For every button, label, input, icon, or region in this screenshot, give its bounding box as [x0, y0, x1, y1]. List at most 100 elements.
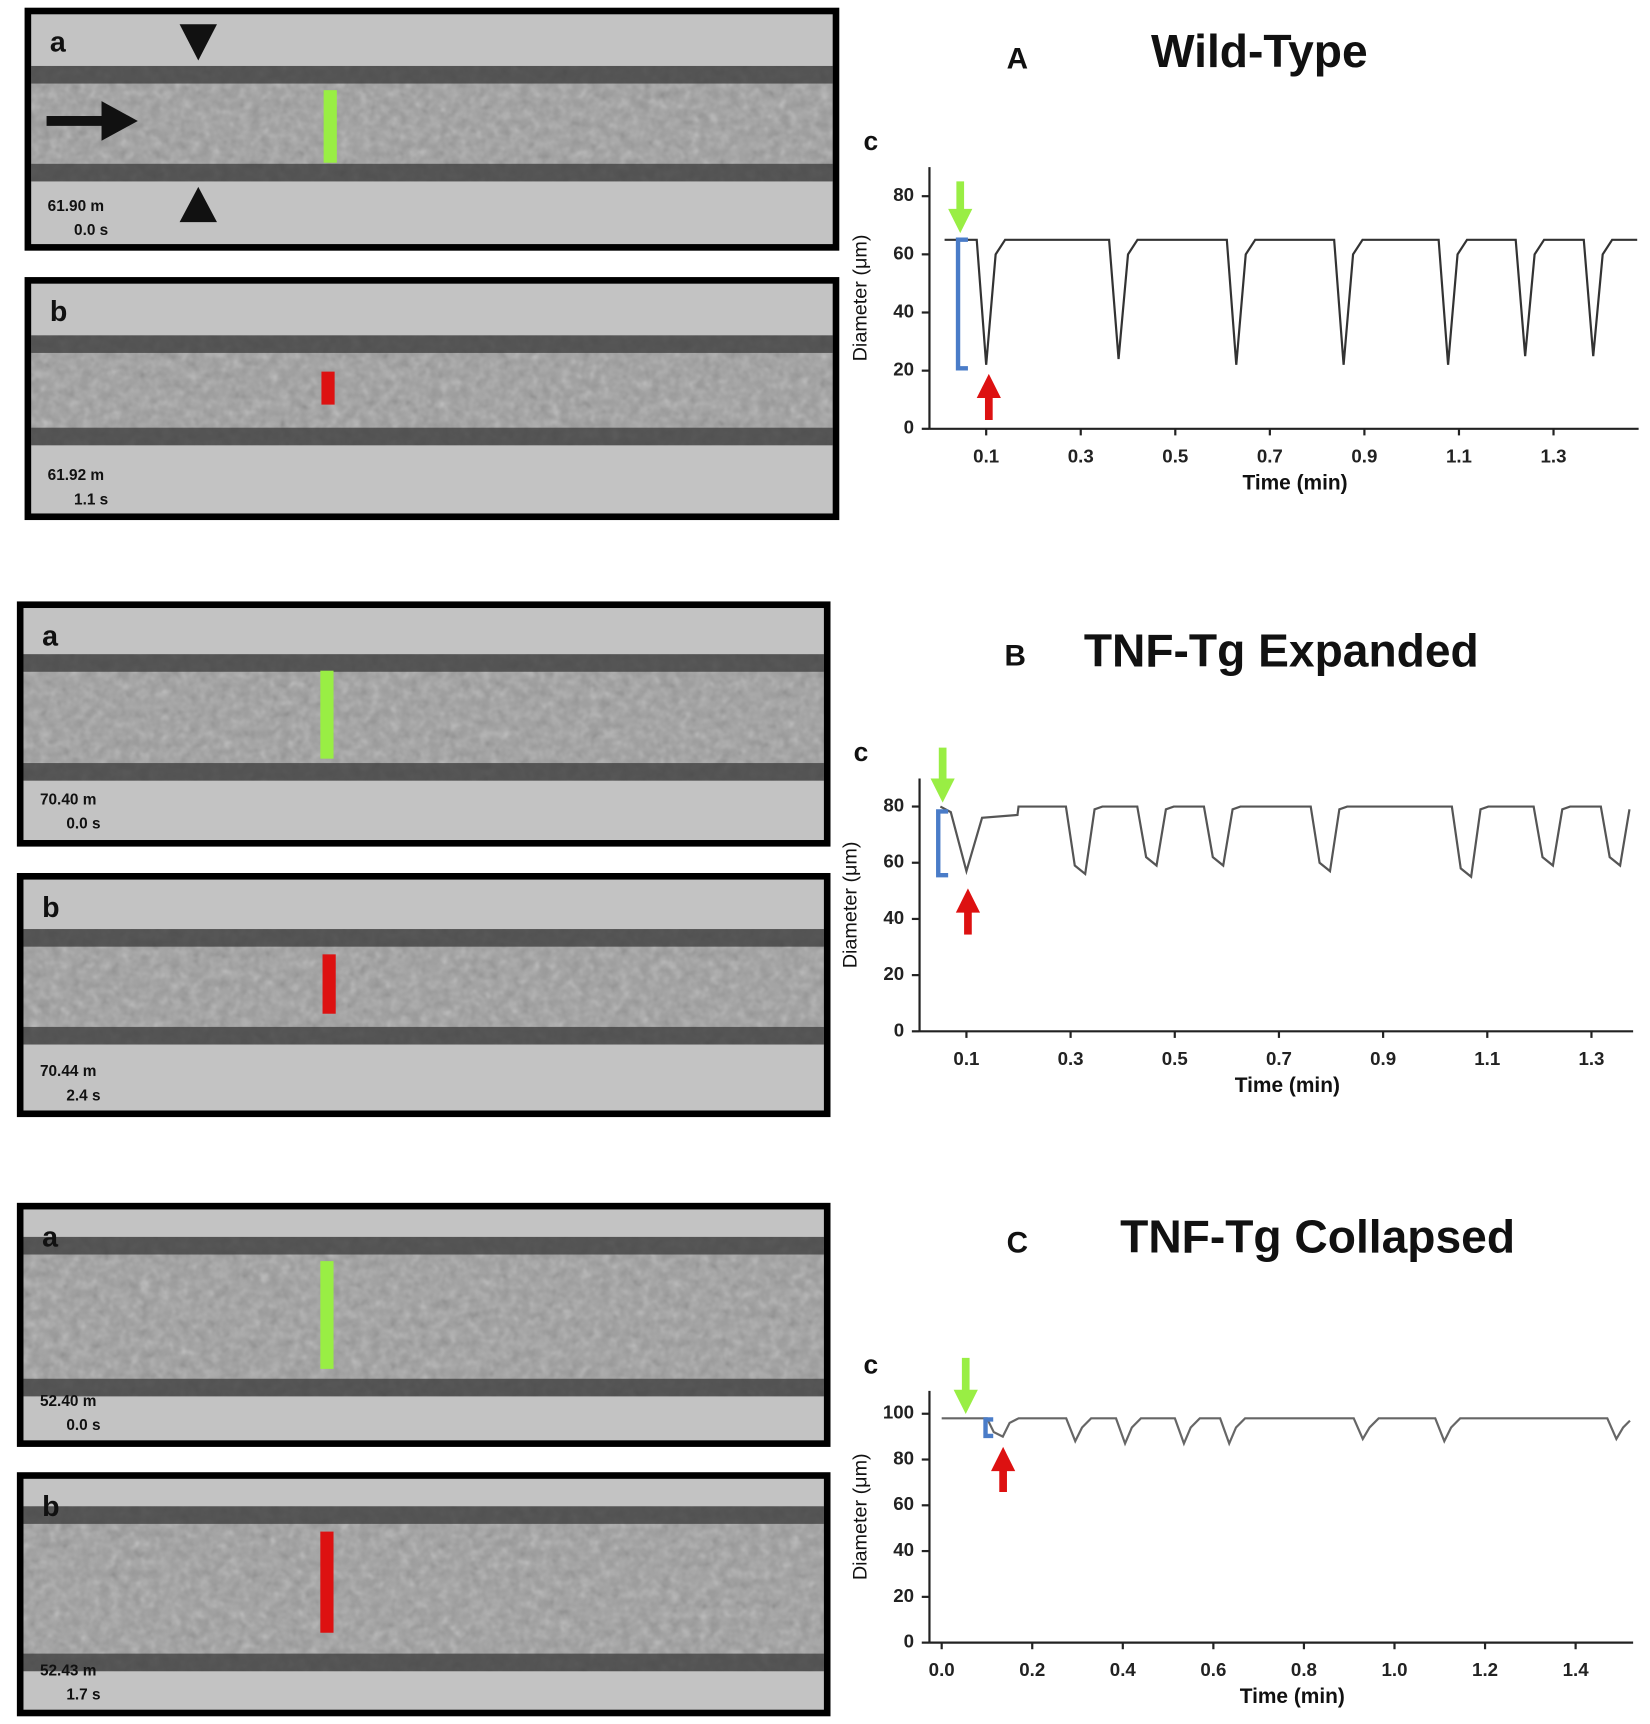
micrograph: a 70.40 m 0.0 s: [16, 601, 831, 847]
y-tick-label: 100: [883, 1402, 914, 1423]
data-line: [941, 1417, 1631, 1447]
x-tick-label: 0.8: [1291, 1659, 1317, 1680]
x-tick-label: 1.2: [1472, 1659, 1498, 1680]
x-tick-label: 0.5: [1162, 445, 1188, 466]
micrograph-frame: [24, 7, 840, 251]
vessel-wall: [23, 1236, 824, 1255]
x-tick-label: 0.1: [973, 445, 999, 466]
micrograph-frame: [16, 1472, 831, 1717]
x-axis-label: Time (min): [1240, 1685, 1345, 1708]
image-label: b: [50, 296, 67, 328]
chart-label: c: [863, 1350, 878, 1380]
image-label: b: [42, 892, 59, 924]
x-tick-label: 0.3: [1068, 445, 1094, 466]
image-time: 1.1 s: [74, 491, 108, 508]
micrograph: b 52.43 m 1.7 s: [16, 1472, 831, 1717]
y-axis-label: Diameter (μm): [840, 841, 862, 968]
image-time: 0.0 s: [66, 816, 100, 833]
diameter-bar: [321, 371, 335, 405]
vessel-wall: [23, 1653, 824, 1672]
micrograph: a 52.40 m 0.0 s: [16, 1202, 831, 1447]
micrograph: a 61.90 m 0.0 s: [24, 7, 840, 251]
micrograph: b 70.44 m 2.4 s: [16, 872, 831, 1118]
vessel-texture: [31, 65, 833, 182]
y-tick-label: 60: [883, 851, 904, 872]
vessel-wall: [31, 65, 833, 84]
panel-letter: C: [1007, 1226, 1028, 1259]
x-tick-label: 1.1: [1446, 445, 1472, 466]
image-time: 1.7 s: [66, 1686, 100, 1703]
image-label: a: [42, 620, 59, 652]
diameter-bar: [320, 1261, 334, 1369]
x-axis-label: Time (min): [1242, 471, 1347, 494]
image-time: 0.0 s: [66, 1417, 100, 1434]
x-tick-label: 1.0: [1381, 1659, 1407, 1680]
y-tick-label: 0: [894, 1019, 904, 1040]
image-depth: 52.40 m: [40, 1393, 96, 1410]
x-tick-label: 1.3: [1578, 1048, 1604, 1069]
image-label: b: [42, 1491, 59, 1523]
vessel-wall: [23, 1378, 824, 1397]
micrograph-frame: [24, 277, 840, 521]
x-tick-label: 0.1: [953, 1048, 979, 1069]
diameter-bar: [323, 90, 337, 163]
x-tick-label: 0.4: [1110, 1659, 1137, 1680]
y-axis-label: Diameter (μm): [850, 1453, 872, 1580]
image-depth: 61.90 m: [48, 198, 104, 215]
x-axis-label: Time (min): [1235, 1074, 1340, 1097]
y-tick-label: 40: [883, 907, 904, 928]
chart-label: c: [863, 126, 878, 156]
y-tick-label: 20: [893, 1585, 914, 1606]
vessel-wall: [23, 763, 824, 781]
y-tick-label: 40: [893, 1539, 914, 1560]
y-tick-label: 20: [893, 359, 914, 380]
y-tick-label: 80: [893, 184, 914, 205]
micrograph: b 61.92 m 1.1 s: [24, 277, 840, 521]
y-tick-label: 0: [904, 1631, 914, 1652]
diameter-bar: [322, 954, 336, 1014]
x-tick-label: 0.7: [1266, 1048, 1292, 1069]
vessel-wall: [31, 335, 833, 353]
vessel-texture: [23, 1506, 824, 1672]
x-tick-label: 0.9: [1370, 1048, 1396, 1069]
image-time: 0.0 s: [74, 222, 108, 239]
y-tick-label: 80: [883, 794, 904, 815]
x-tick-label: 1.3: [1541, 445, 1567, 466]
y-tick-label: 40: [893, 300, 914, 321]
image-time: 2.4 s: [66, 1087, 100, 1104]
micrograph-frame: [16, 601, 831, 847]
vessel-wall: [23, 929, 824, 947]
panel-title: Wild-Type: [1151, 25, 1368, 77]
chart-label: c: [854, 737, 869, 767]
panel-letter: B: [1004, 639, 1025, 672]
vessel-texture: [23, 654, 824, 781]
vessel-wall: [23, 654, 824, 672]
data-line: [944, 238, 1638, 365]
image-depth: 70.40 m: [40, 791, 96, 808]
x-tick-label: 1.4: [1563, 1659, 1590, 1680]
diameter-bar: [320, 1531, 334, 1633]
micrograph-frame: [16, 1202, 831, 1447]
vessel-texture: [23, 929, 824, 1045]
image-label: a: [50, 27, 67, 59]
vessel-wall: [31, 163, 833, 182]
x-tick-label: 0.2: [1019, 1659, 1045, 1680]
x-tick-label: 0.7: [1257, 445, 1283, 466]
vessel-texture: [31, 335, 833, 446]
x-tick-label: 0.9: [1351, 445, 1377, 466]
x-tick-label: 0.6: [1200, 1659, 1226, 1680]
vessel-wall: [23, 1506, 824, 1524]
vessel-wall: [23, 1026, 824, 1045]
image-depth: 52.43 m: [40, 1662, 96, 1679]
x-tick-label: 1.1: [1474, 1048, 1500, 1069]
x-tick-label: 0.5: [1162, 1048, 1188, 1069]
x-tick-label: 0.3: [1058, 1048, 1084, 1069]
y-tick-label: 80: [893, 1447, 914, 1468]
annotations: [930, 181, 1016, 1493]
y-axis-label: Diameter (μm): [850, 235, 872, 362]
y-tick-label: 60: [893, 1493, 914, 1514]
image-depth: 70.44 m: [40, 1063, 96, 1080]
vessel-wall: [31, 427, 833, 446]
